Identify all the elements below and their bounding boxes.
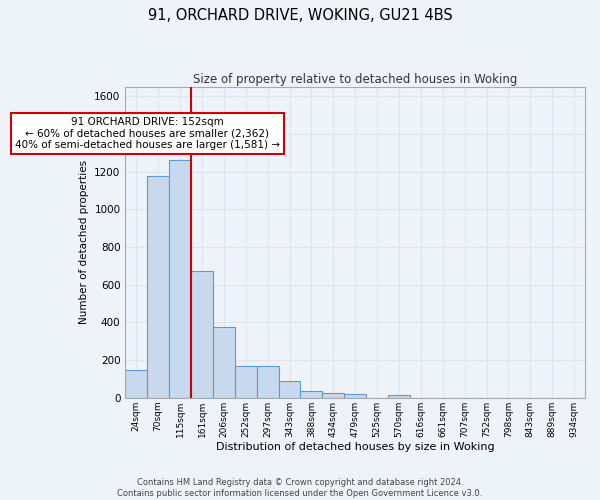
Text: 91, ORCHARD DRIVE, WOKING, GU21 4BS: 91, ORCHARD DRIVE, WOKING, GU21 4BS	[148, 8, 452, 22]
Bar	[388, 395, 410, 398]
Title: Size of property relative to detached houses in Woking: Size of property relative to detached ho…	[193, 72, 517, 86]
Bar	[235, 366, 257, 398]
Bar	[344, 394, 366, 398]
Bar	[301, 391, 322, 398]
Bar	[322, 393, 344, 398]
Bar	[191, 270, 213, 398]
Bar	[125, 370, 147, 398]
Bar	[257, 366, 278, 398]
Bar	[147, 176, 169, 398]
Text: Contains HM Land Registry data © Crown copyright and database right 2024.
Contai: Contains HM Land Registry data © Crown c…	[118, 478, 482, 498]
Text: 91 ORCHARD DRIVE: 152sqm
← 60% of detached houses are smaller (2,362)
40% of sem: 91 ORCHARD DRIVE: 152sqm ← 60% of detach…	[15, 117, 280, 150]
Bar	[169, 160, 191, 398]
X-axis label: Distribution of detached houses by size in Woking: Distribution of detached houses by size …	[216, 442, 494, 452]
Bar	[278, 381, 301, 398]
Bar	[213, 327, 235, 398]
Y-axis label: Number of detached properties: Number of detached properties	[79, 160, 89, 324]
